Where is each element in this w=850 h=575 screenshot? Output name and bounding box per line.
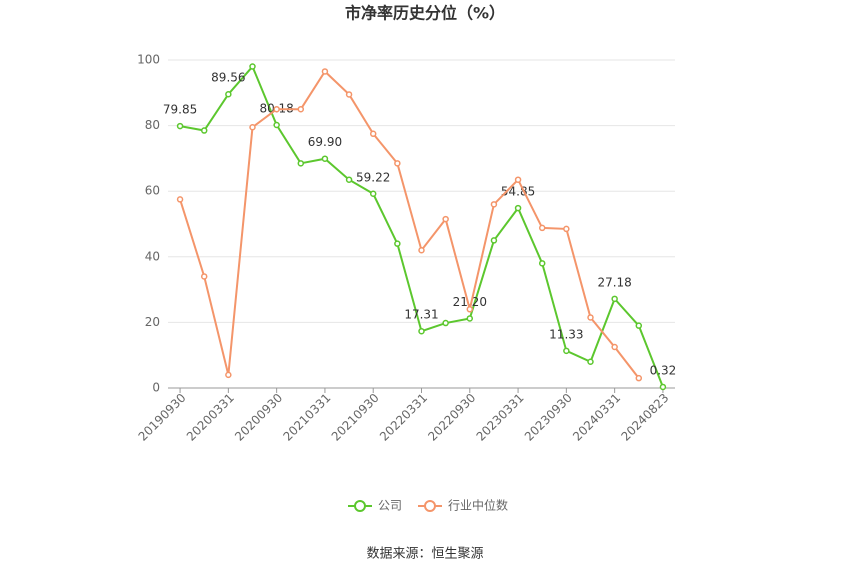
x-tick-label: 20240331 — [570, 391, 623, 444]
legend-marker — [424, 500, 436, 512]
data-label: 27.18 — [597, 275, 631, 289]
point — [176, 196, 184, 203]
point — [321, 68, 329, 75]
series-line — [179, 69, 640, 379]
point — [635, 374, 643, 382]
point — [418, 246, 425, 254]
x-tick-label: 20230930 — [522, 391, 575, 444]
data-label: 79.85 — [163, 103, 197, 117]
point — [200, 273, 208, 280]
x-tick-label: 20210331 — [280, 391, 333, 444]
point — [538, 260, 546, 267]
legend-label: 公司 — [378, 499, 402, 513]
point — [490, 201, 498, 208]
y-tick-label: 60 — [145, 184, 160, 198]
x-tick-label: 20230331 — [474, 391, 527, 444]
point — [345, 176, 353, 183]
point — [200, 127, 208, 134]
y-tick-label: 100 — [137, 53, 160, 67]
point — [659, 383, 667, 391]
point — [369, 190, 377, 198]
data-label: 11.33 — [549, 327, 583, 341]
x-tick-label: 20210930 — [329, 391, 382, 444]
point — [273, 121, 280, 129]
y-tick-label: 20 — [145, 315, 160, 329]
point — [418, 327, 425, 335]
point — [273, 105, 280, 113]
source: 数据来源：恒生聚源 — [366, 547, 483, 562]
x-tick-label: 20200331 — [184, 391, 237, 444]
chart-title: 市净率历史分位（%） — [345, 4, 505, 23]
x-tick-label: 20240823 — [618, 391, 671, 444]
point — [442, 319, 449, 327]
point — [538, 224, 546, 232]
x-tick-label: 20200930 — [232, 391, 285, 444]
point — [176, 122, 184, 130]
point — [225, 371, 232, 379]
x-tick-label: 20220331 — [377, 391, 430, 444]
x-tick-label: 20220930 — [425, 391, 478, 444]
point — [321, 155, 329, 162]
point — [394, 160, 401, 167]
x-tick-label: 20190930 — [136, 391, 189, 444]
point — [514, 204, 522, 212]
point — [345, 91, 353, 98]
y-tick-label: 40 — [145, 249, 160, 263]
data-label: 17.31 — [404, 308, 438, 322]
point — [587, 358, 594, 366]
point — [249, 123, 256, 131]
point — [514, 176, 522, 183]
data-label: 59.22 — [356, 170, 390, 184]
point — [563, 225, 570, 233]
series-line — [179, 64, 664, 388]
point — [297, 105, 305, 113]
data-label: 69.90 — [308, 135, 342, 149]
point — [563, 347, 570, 355]
point — [394, 240, 401, 247]
point — [297, 160, 305, 167]
point — [635, 322, 643, 329]
y-tick-label: 0 — [152, 381, 160, 395]
point — [611, 295, 618, 303]
point — [225, 90, 232, 98]
point — [442, 215, 449, 223]
data-label: 21.20 — [453, 295, 487, 309]
point — [466, 315, 474, 322]
legend-marker — [354, 500, 366, 512]
data-label: 0.32 — [650, 363, 677, 377]
point — [249, 63, 256, 70]
legend-label: 行业中位数 — [448, 498, 508, 513]
point — [369, 130, 377, 138]
point — [587, 314, 594, 321]
y-tick-label: 80 — [145, 118, 160, 132]
point — [611, 343, 618, 351]
data-label: 89.56 — [211, 71, 245, 85]
point — [466, 306, 474, 313]
point — [490, 237, 498, 244]
